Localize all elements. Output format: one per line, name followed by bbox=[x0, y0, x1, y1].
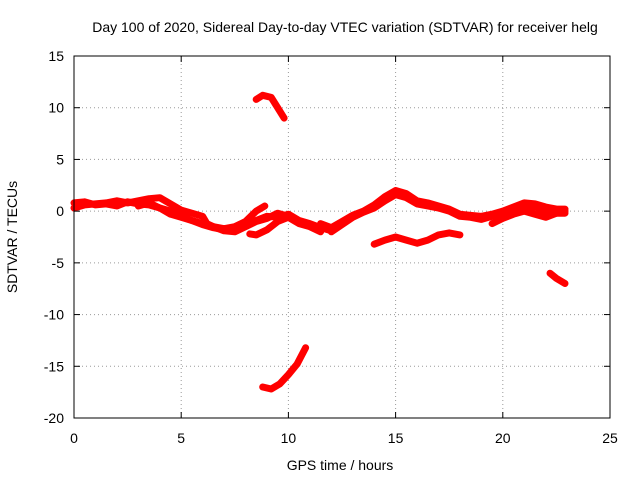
x-axis-label: GPS time / hours bbox=[287, 457, 394, 473]
chart-title: Day 100 of 2020, Sidereal Day-to-day VTE… bbox=[92, 19, 598, 35]
series-group bbox=[70, 91, 569, 393]
series-track-mid-3 bbox=[488, 207, 569, 228]
series-track-low bbox=[259, 344, 310, 393]
y-tick-label: -20 bbox=[44, 410, 64, 426]
y-tick-label: -10 bbox=[44, 307, 64, 323]
y-axis-label: SDTVAR / TECUs bbox=[4, 181, 20, 293]
series-track-end bbox=[546, 269, 569, 287]
series-track-mid-2 bbox=[327, 191, 569, 236]
x-tick-label: 25 bbox=[602, 430, 618, 446]
y-tick-label: 15 bbox=[48, 48, 64, 64]
x-tick-labels: 0 5 10 15 20 25 bbox=[70, 430, 618, 446]
y-tick-label: 10 bbox=[48, 100, 64, 116]
tick-marks bbox=[73, 55, 611, 419]
grid bbox=[74, 56, 610, 418]
x-tick-label: 5 bbox=[177, 430, 185, 446]
y-tick-label: 0 bbox=[56, 203, 64, 219]
x-tick-label: 0 bbox=[70, 430, 78, 446]
x-tick-label: 20 bbox=[495, 430, 511, 446]
x-tick-label: 10 bbox=[281, 430, 297, 446]
x-tick-label: 15 bbox=[388, 430, 404, 446]
y-tick-label: 5 bbox=[56, 151, 64, 167]
series-track-high bbox=[252, 91, 288, 122]
series-track-late-1 bbox=[246, 213, 325, 239]
plot-frame bbox=[73, 55, 611, 419]
series-track-dip bbox=[370, 229, 464, 248]
y-tick-label: -5 bbox=[52, 255, 65, 271]
y-tick-labels: -20 -15 -10 -5 0 5 10 15 bbox=[44, 48, 64, 426]
y-tick-label: -15 bbox=[44, 358, 64, 374]
